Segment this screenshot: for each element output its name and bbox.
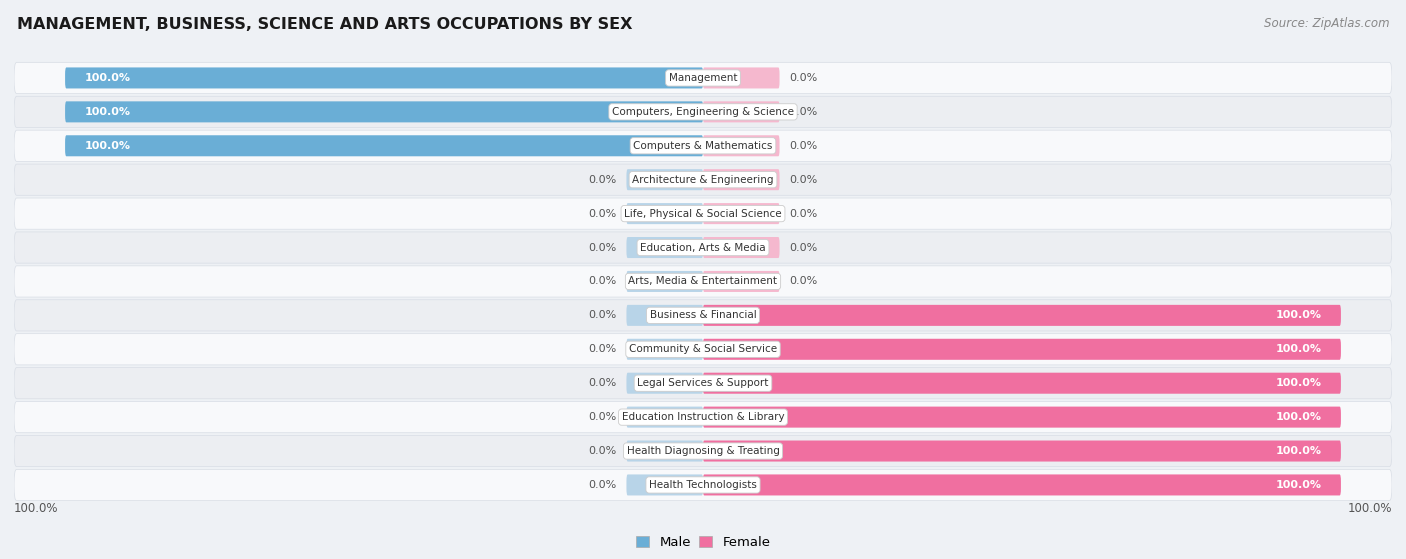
Text: 100.0%: 100.0% [1275, 412, 1322, 422]
Text: Arts, Media & Entertainment: Arts, Media & Entertainment [628, 277, 778, 286]
FancyBboxPatch shape [65, 135, 703, 157]
Text: Management: Management [669, 73, 737, 83]
Text: 0.0%: 0.0% [789, 243, 817, 253]
Text: Education, Arts & Media: Education, Arts & Media [640, 243, 766, 253]
FancyBboxPatch shape [14, 368, 1392, 399]
FancyBboxPatch shape [627, 169, 703, 190]
Text: 0.0%: 0.0% [589, 277, 617, 286]
FancyBboxPatch shape [14, 401, 1392, 433]
Text: 0.0%: 0.0% [789, 277, 817, 286]
FancyBboxPatch shape [14, 232, 1392, 263]
FancyBboxPatch shape [703, 68, 779, 88]
Legend: Male, Female: Male, Female [633, 534, 773, 552]
Text: 100.0%: 100.0% [84, 73, 131, 83]
Text: 0.0%: 0.0% [789, 73, 817, 83]
Text: 100.0%: 100.0% [1275, 378, 1322, 388]
Text: 0.0%: 0.0% [789, 107, 817, 117]
Text: 0.0%: 0.0% [589, 243, 617, 253]
Text: 0.0%: 0.0% [589, 480, 617, 490]
FancyBboxPatch shape [14, 130, 1392, 162]
FancyBboxPatch shape [627, 237, 703, 258]
FancyBboxPatch shape [14, 96, 1392, 127]
Text: 0.0%: 0.0% [589, 446, 617, 456]
FancyBboxPatch shape [14, 198, 1392, 229]
Text: Health Diagnosing & Treating: Health Diagnosing & Treating [627, 446, 779, 456]
FancyBboxPatch shape [14, 63, 1392, 93]
FancyBboxPatch shape [627, 406, 703, 428]
FancyBboxPatch shape [627, 373, 703, 394]
Text: 100.0%: 100.0% [1275, 344, 1322, 354]
FancyBboxPatch shape [627, 475, 703, 495]
Text: 0.0%: 0.0% [789, 175, 817, 184]
FancyBboxPatch shape [627, 440, 703, 462]
FancyBboxPatch shape [703, 237, 779, 258]
FancyBboxPatch shape [703, 169, 779, 190]
FancyBboxPatch shape [703, 406, 1341, 428]
Text: 100.0%: 100.0% [1275, 480, 1322, 490]
FancyBboxPatch shape [703, 271, 779, 292]
FancyBboxPatch shape [627, 203, 703, 224]
FancyBboxPatch shape [14, 266, 1392, 297]
Text: 100.0%: 100.0% [14, 501, 59, 514]
Text: Life, Physical & Social Science: Life, Physical & Social Science [624, 209, 782, 219]
Text: 0.0%: 0.0% [589, 310, 617, 320]
Text: Architecture & Engineering: Architecture & Engineering [633, 175, 773, 184]
Text: Health Technologists: Health Technologists [650, 480, 756, 490]
Text: 100.0%: 100.0% [84, 107, 131, 117]
FancyBboxPatch shape [703, 373, 1341, 394]
FancyBboxPatch shape [703, 135, 779, 157]
FancyBboxPatch shape [627, 339, 703, 360]
Text: MANAGEMENT, BUSINESS, SCIENCE AND ARTS OCCUPATIONS BY SEX: MANAGEMENT, BUSINESS, SCIENCE AND ARTS O… [17, 17, 633, 32]
FancyBboxPatch shape [14, 334, 1392, 365]
Text: Computers & Mathematics: Computers & Mathematics [633, 141, 773, 151]
Text: 0.0%: 0.0% [589, 175, 617, 184]
FancyBboxPatch shape [14, 164, 1392, 195]
FancyBboxPatch shape [703, 475, 1341, 495]
Text: 0.0%: 0.0% [589, 378, 617, 388]
Text: Source: ZipAtlas.com: Source: ZipAtlas.com [1264, 17, 1389, 30]
FancyBboxPatch shape [14, 300, 1392, 331]
Text: 0.0%: 0.0% [789, 209, 817, 219]
Text: 100.0%: 100.0% [1275, 310, 1322, 320]
FancyBboxPatch shape [65, 68, 703, 88]
FancyBboxPatch shape [65, 101, 703, 122]
FancyBboxPatch shape [627, 271, 703, 292]
FancyBboxPatch shape [14, 470, 1392, 500]
Text: Community & Social Service: Community & Social Service [628, 344, 778, 354]
Text: 100.0%: 100.0% [84, 141, 131, 151]
Text: 100.0%: 100.0% [1275, 446, 1322, 456]
FancyBboxPatch shape [14, 435, 1392, 467]
Text: 0.0%: 0.0% [589, 209, 617, 219]
Text: Education Instruction & Library: Education Instruction & Library [621, 412, 785, 422]
Text: 0.0%: 0.0% [589, 344, 617, 354]
Text: 0.0%: 0.0% [789, 141, 817, 151]
FancyBboxPatch shape [703, 339, 1341, 360]
FancyBboxPatch shape [703, 440, 1341, 462]
Text: 0.0%: 0.0% [589, 412, 617, 422]
Text: Legal Services & Support: Legal Services & Support [637, 378, 769, 388]
FancyBboxPatch shape [703, 101, 779, 122]
Text: 100.0%: 100.0% [1347, 501, 1392, 514]
FancyBboxPatch shape [703, 305, 1341, 326]
Text: Computers, Engineering & Science: Computers, Engineering & Science [612, 107, 794, 117]
FancyBboxPatch shape [627, 305, 703, 326]
FancyBboxPatch shape [703, 203, 779, 224]
Text: Business & Financial: Business & Financial [650, 310, 756, 320]
